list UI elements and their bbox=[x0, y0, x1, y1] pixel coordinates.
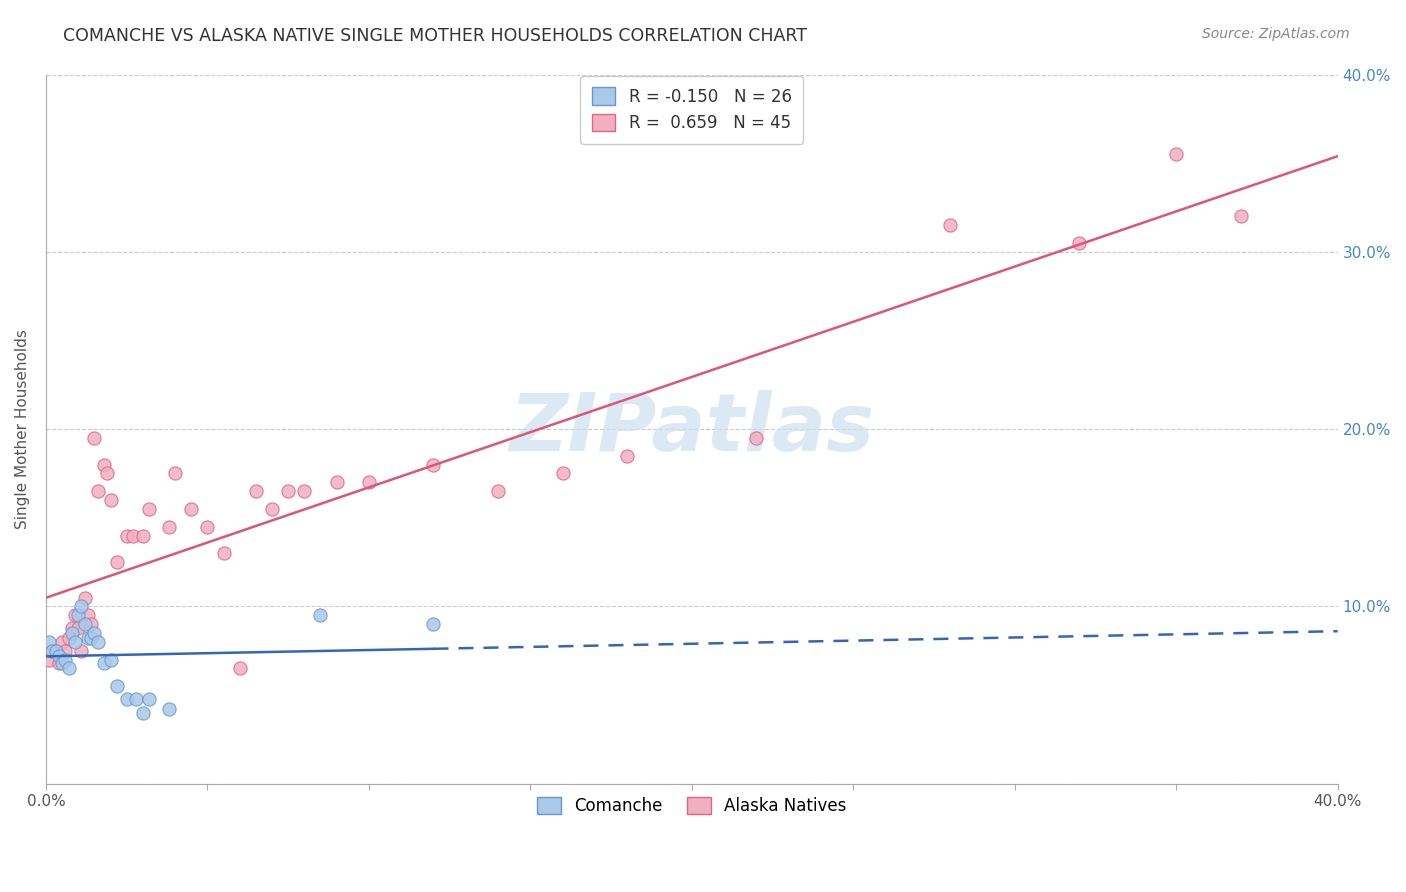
Point bbox=[138, 502, 160, 516]
Point bbox=[51, 635, 73, 649]
Point bbox=[132, 706, 155, 720]
Point bbox=[115, 528, 138, 542]
Point bbox=[80, 617, 103, 632]
Point bbox=[41, 644, 63, 658]
Point bbox=[422, 458, 444, 472]
Point bbox=[122, 528, 145, 542]
Y-axis label: Single Mother Households: Single Mother Households bbox=[15, 329, 30, 529]
Point bbox=[260, 502, 283, 516]
Point bbox=[100, 493, 122, 508]
Point bbox=[58, 632, 80, 646]
Point bbox=[86, 484, 108, 499]
Point bbox=[157, 519, 180, 533]
Point bbox=[138, 691, 160, 706]
Point bbox=[212, 546, 235, 560]
Point bbox=[486, 484, 509, 499]
Point bbox=[309, 608, 332, 623]
Point bbox=[93, 458, 115, 472]
Point bbox=[48, 656, 70, 670]
Point bbox=[105, 679, 128, 693]
Point bbox=[325, 475, 347, 490]
Point bbox=[277, 484, 299, 499]
Point bbox=[292, 484, 315, 499]
Point bbox=[70, 644, 93, 658]
Point bbox=[51, 656, 73, 670]
Point bbox=[745, 431, 768, 445]
Point bbox=[125, 691, 148, 706]
Point bbox=[551, 467, 574, 481]
Point bbox=[80, 632, 103, 646]
Point bbox=[70, 599, 93, 614]
Point bbox=[77, 608, 100, 623]
Point bbox=[45, 644, 67, 658]
Point bbox=[228, 661, 250, 675]
Point bbox=[41, 644, 63, 658]
Point bbox=[83, 626, 105, 640]
Point bbox=[53, 644, 76, 658]
Point bbox=[100, 652, 122, 666]
Point bbox=[616, 449, 638, 463]
Text: COMANCHE VS ALASKA NATIVE SINGLE MOTHER HOUSEHOLDS CORRELATION CHART: COMANCHE VS ALASKA NATIVE SINGLE MOTHER … bbox=[63, 27, 807, 45]
Point bbox=[38, 635, 60, 649]
Point bbox=[67, 608, 90, 623]
Point bbox=[132, 528, 155, 542]
Point bbox=[63, 635, 86, 649]
Text: ZIPatlas: ZIPatlas bbox=[509, 390, 875, 468]
Point bbox=[115, 691, 138, 706]
Point bbox=[45, 644, 67, 658]
Point bbox=[422, 617, 444, 632]
Text: Source: ZipAtlas.com: Source: ZipAtlas.com bbox=[1202, 27, 1350, 41]
Point bbox=[77, 632, 100, 646]
Point bbox=[73, 617, 96, 632]
Point bbox=[63, 608, 86, 623]
Point bbox=[939, 218, 962, 232]
Point bbox=[73, 591, 96, 605]
Point bbox=[83, 431, 105, 445]
Point bbox=[60, 621, 83, 635]
Point bbox=[58, 661, 80, 675]
Point bbox=[1069, 235, 1091, 250]
Point bbox=[180, 502, 202, 516]
Point bbox=[157, 702, 180, 716]
Point bbox=[93, 656, 115, 670]
Point bbox=[165, 467, 187, 481]
Point bbox=[357, 475, 380, 490]
Point bbox=[86, 635, 108, 649]
Point bbox=[1166, 147, 1188, 161]
Point bbox=[96, 467, 118, 481]
Point bbox=[60, 626, 83, 640]
Point bbox=[245, 484, 267, 499]
Point bbox=[53, 652, 76, 666]
Point bbox=[67, 621, 90, 635]
Point bbox=[105, 555, 128, 569]
Legend: Comanche, Alaska Natives: Comanche, Alaska Natives bbox=[527, 787, 856, 825]
Point bbox=[197, 519, 219, 533]
Point bbox=[48, 649, 70, 664]
Point bbox=[1229, 210, 1251, 224]
Point bbox=[38, 652, 60, 666]
